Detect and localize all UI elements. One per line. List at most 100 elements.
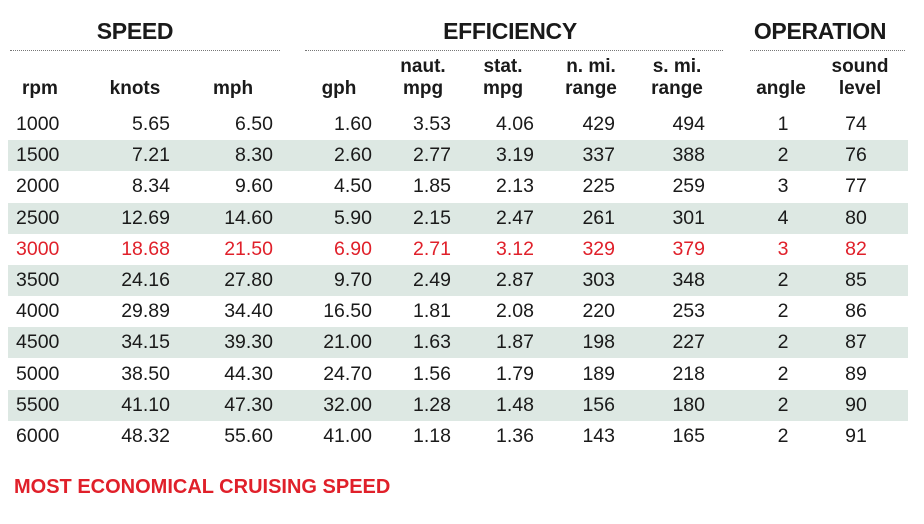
cell-gph: 41.00: [323, 425, 372, 447]
cell-n-mi-range: 225: [582, 175, 615, 198]
cell-angle: 2: [777, 393, 789, 416]
cell-angle: 2: [777, 331, 789, 354]
cell-rpm: 1000: [16, 113, 60, 135]
cell-naut-mpg: 1.28: [413, 393, 451, 416]
cell-stat-mpg: 2.08: [496, 300, 534, 323]
cell-stat-mpg: 3.12: [496, 237, 534, 260]
cell-naut-mpg: 1.18: [413, 425, 451, 447]
cell-naut-mpg: 1.56: [413, 362, 451, 385]
header-angle: angle: [748, 78, 814, 100]
header-line: sound: [831, 56, 889, 77]
cell-knots: 18.68: [121, 237, 170, 260]
cell-gph: 1.60: [334, 113, 372, 135]
cell-s-mi-range: 180: [672, 393, 705, 416]
cell-mph: 8.30: [235, 144, 273, 167]
cell-naut-mpg: 1.85: [413, 175, 451, 198]
header-n-mi-range: n. mi. range: [556, 56, 626, 100]
cell-stat-mpg: 1.79: [496, 362, 534, 385]
cell-sound-level: 80: [845, 206, 867, 229]
cell-angle: 4: [777, 206, 789, 229]
cell-angle: 3: [777, 237, 789, 260]
cell-rpm: 2000: [16, 175, 60, 198]
cell-n-mi-range: 189: [582, 362, 615, 385]
header-knots: knots: [100, 78, 170, 100]
header-sound-level: sound level: [826, 56, 894, 100]
cell-sound-level: 77: [845, 175, 867, 198]
cell-stat-mpg: 2.13: [496, 175, 534, 198]
table-row: 2500 12.69 14.60 5.90 2.15 2.47 261 301 4 80: [8, 202, 908, 234]
header-line: naut.: [400, 56, 446, 77]
cell-n-mi-range: 156: [582, 393, 615, 416]
cell-knots: 7.21: [132, 144, 170, 167]
cell-naut-mpg: 2.71: [413, 237, 451, 260]
cell-naut-mpg: 1.63: [413, 331, 451, 354]
cell-s-mi-range: 388: [672, 144, 705, 167]
header-mph: mph: [200, 78, 266, 100]
cell-knots: 29.89: [121, 300, 170, 323]
cell-stat-mpg: 2.47: [496, 206, 534, 229]
cell-s-mi-range: 301: [672, 206, 705, 229]
cell-sound-level: 76: [845, 144, 867, 167]
cell-stat-mpg: 2.87: [496, 269, 534, 291]
cell-n-mi-range: 261: [582, 206, 615, 229]
header-line: stat.: [483, 56, 523, 77]
cell-gph: 5.90: [334, 206, 372, 229]
cell-rpm: 5000: [16, 362, 60, 385]
table-row: 1500 7.21 8.30 2.60 2.77 3.19 337 388 2 76: [8, 140, 908, 172]
cell-n-mi-range: 429: [582, 113, 615, 135]
header-line: level: [838, 78, 882, 99]
cell-gph: 2.60: [334, 144, 372, 167]
cell-gph: 21.00: [323, 331, 372, 354]
cell-gph: 6.90: [334, 237, 372, 260]
cell-n-mi-range: 220: [582, 300, 615, 323]
table-row: 5500 41.10 47.30 32.00 1.28 1.48 156 180 2 90: [8, 389, 908, 421]
header-stat-mpg: stat. mpg: [473, 56, 533, 100]
cell-knots: 24.16: [121, 269, 170, 291]
cell-mph: 14.60: [224, 206, 273, 229]
header-line: s. mi.: [652, 56, 702, 77]
cell-rpm: 3500: [16, 269, 60, 291]
table-row: 6000 48.32 55.60 41.00 1.18 1.36 143 165 2 91: [8, 421, 908, 452]
group-rule-efficiency: [305, 50, 723, 51]
cell-s-mi-range: 227: [672, 331, 705, 354]
cell-naut-mpg: 3.53: [413, 113, 451, 135]
cell-s-mi-range: 218: [672, 362, 705, 385]
cell-sound-level: 91: [845, 425, 867, 447]
cell-rpm: 5500: [16, 393, 60, 416]
cell-n-mi-range: 198: [582, 331, 615, 354]
cell-n-mi-range: 143: [582, 425, 615, 447]
cell-angle: 2: [777, 300, 789, 323]
cell-angle: 2: [777, 425, 789, 447]
cell-rpm: 4500: [16, 331, 60, 354]
cell-knots: 41.10: [121, 393, 170, 416]
cell-s-mi-range: 494: [672, 113, 705, 135]
cell-sound-level: 85: [845, 269, 867, 291]
cell-stat-mpg: 1.48: [496, 393, 534, 416]
cell-gph: 16.50: [323, 300, 372, 323]
table-row: 5000 38.50 44.30 24.70 1.56 1.79 189 218 2 89: [8, 359, 908, 390]
cell-knots: 48.32: [121, 425, 170, 447]
cell-naut-mpg: 2.77: [413, 144, 451, 167]
header-line: gph: [321, 78, 357, 99]
group-rule-operation: [750, 50, 905, 51]
table-row-highlighted: 3000 18.68 21.50 6.90 2.71 3.12 329 379 3 82: [8, 234, 908, 265]
cell-rpm: 1500: [16, 144, 60, 167]
cell-mph: 47.30: [224, 393, 273, 416]
cell-mph: 44.30: [224, 362, 273, 385]
header-line: mpg: [482, 78, 524, 99]
cell-mph: 6.50: [235, 113, 273, 135]
cell-s-mi-range: 253: [672, 300, 705, 323]
header-line: n. mi.: [566, 56, 616, 77]
cell-rpm: 2500: [16, 206, 60, 229]
cell-stat-mpg: 1.36: [496, 425, 534, 447]
cell-gph: 32.00: [323, 393, 372, 416]
cell-stat-mpg: 1.87: [496, 331, 534, 354]
group-title-speed: SPEED: [96, 18, 174, 44]
cell-s-mi-range: 165: [672, 425, 705, 447]
cell-sound-level: 87: [845, 331, 867, 354]
header-line: rpm: [22, 78, 58, 99]
header-line: range: [651, 78, 703, 99]
cell-s-mi-range: 379: [672, 237, 705, 260]
cell-n-mi-range: 303: [582, 269, 615, 291]
cell-sound-level: 82: [845, 237, 867, 260]
